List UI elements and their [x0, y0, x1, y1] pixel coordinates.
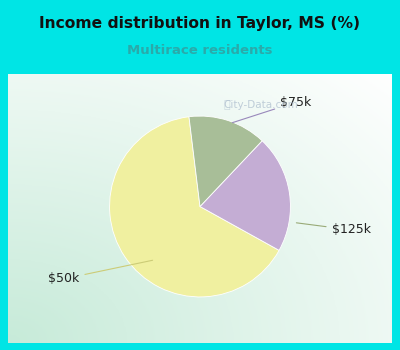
Text: City-Data.com: City-Data.com: [224, 100, 298, 110]
Text: Income distribution in Taylor, MS (%): Income distribution in Taylor, MS (%): [40, 16, 360, 31]
Text: Multirace residents: Multirace residents: [127, 44, 273, 57]
Text: $50k: $50k: [48, 260, 152, 285]
Text: $75k: $75k: [232, 96, 311, 122]
Wedge shape: [110, 117, 279, 297]
Text: $125k: $125k: [296, 223, 370, 236]
Wedge shape: [189, 116, 262, 206]
Wedge shape: [200, 141, 290, 250]
Text: ⓘ: ⓘ: [223, 100, 230, 110]
